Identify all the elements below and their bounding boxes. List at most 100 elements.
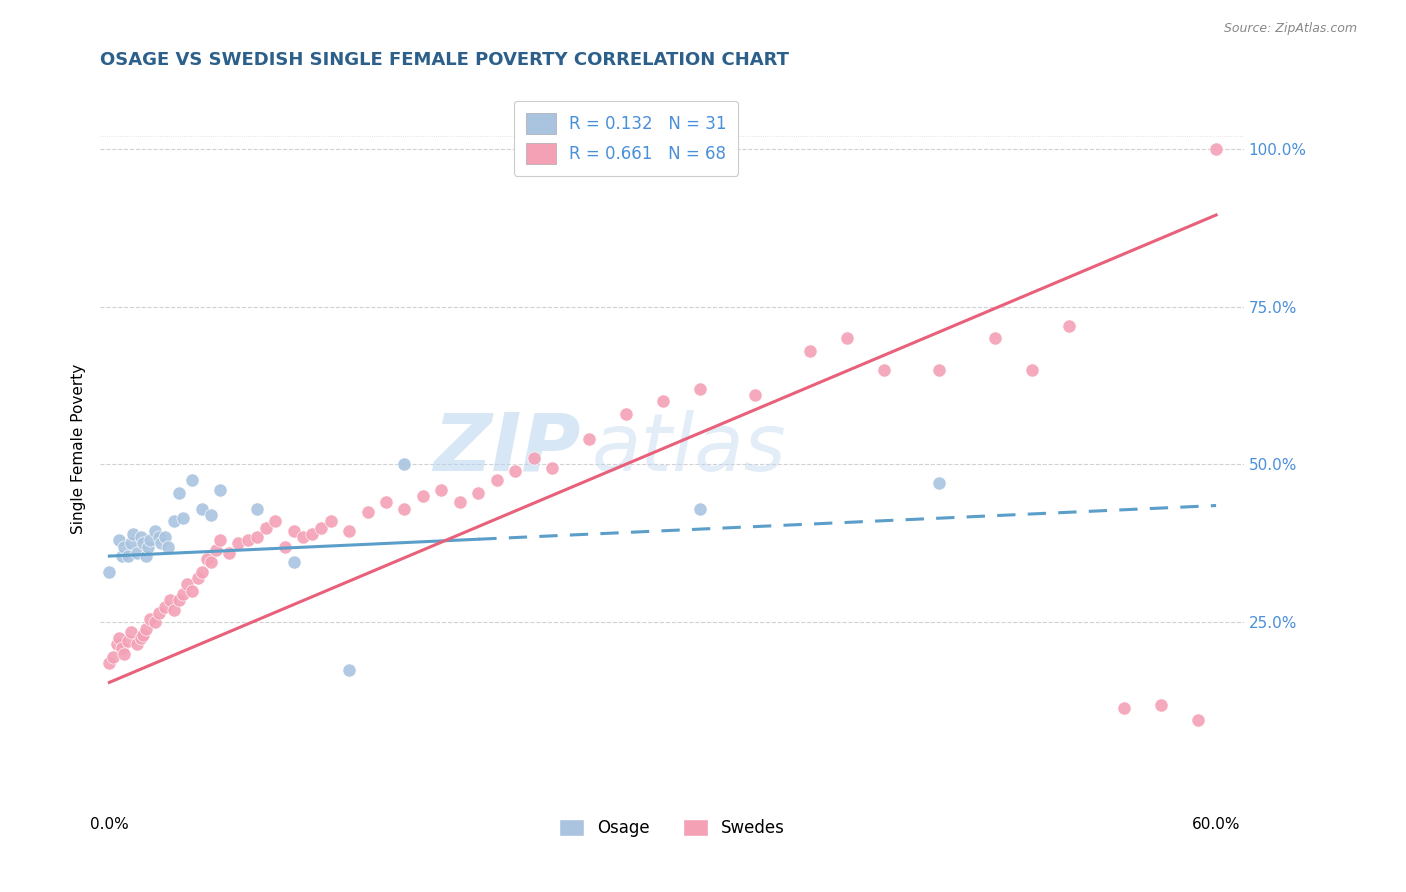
Point: [129, 631, 152, 645]
Point: [523, 451, 546, 466]
Point: [129, 530, 152, 544]
Point: [181, 583, 204, 598]
Point: [236, 533, 259, 548]
Point: [301, 527, 323, 541]
Point: [172, 511, 194, 525]
Point: [105, 638, 128, 652]
Text: ZIP: ZIP: [433, 409, 581, 488]
Point: [449, 495, 471, 509]
Point: [467, 486, 489, 500]
Point: [578, 432, 600, 446]
Point: [131, 536, 153, 550]
Point: [163, 603, 186, 617]
Text: atlas: atlas: [592, 409, 786, 488]
Point: [131, 628, 153, 642]
Text: Source: ZipAtlas.com: Source: ZipAtlas.com: [1223, 22, 1357, 36]
Point: [148, 530, 170, 544]
Point: [337, 524, 360, 538]
Point: [169, 486, 191, 500]
Point: [1112, 700, 1135, 714]
Point: [200, 555, 222, 569]
Point: [292, 530, 315, 544]
Point: [208, 483, 231, 497]
Point: [228, 536, 250, 550]
Point: [136, 540, 159, 554]
Text: OSAGE VS SWEDISH SINGLE FEMALE POVERTY CORRELATION CHART: OSAGE VS SWEDISH SINGLE FEMALE POVERTY C…: [100, 51, 789, 69]
Point: [181, 473, 204, 487]
Point: [125, 546, 148, 560]
Point: [311, 521, 333, 535]
Point: [122, 527, 145, 541]
Point: [984, 331, 1007, 345]
Point: [799, 343, 821, 358]
Point: [503, 464, 526, 478]
Point: [394, 458, 416, 472]
Point: [246, 530, 269, 544]
Point: [205, 542, 228, 557]
Point: [112, 540, 135, 554]
Point: [125, 638, 148, 652]
Point: [117, 549, 139, 563]
Point: [98, 565, 121, 579]
Point: [107, 631, 129, 645]
Point: [651, 394, 673, 409]
Point: [873, 363, 896, 377]
Point: [614, 407, 637, 421]
Point: [744, 388, 766, 402]
Point: [111, 549, 134, 563]
Point: [200, 508, 222, 522]
Point: [107, 533, 129, 548]
Point: [254, 521, 277, 535]
Point: [208, 533, 231, 548]
Point: [1057, 318, 1080, 333]
Point: [135, 622, 157, 636]
Point: [112, 647, 135, 661]
Point: [117, 634, 139, 648]
Point: [283, 524, 305, 538]
Point: [150, 536, 173, 550]
Point: [837, 331, 859, 345]
Point: [101, 650, 124, 665]
Point: [412, 489, 434, 503]
Point: [394, 501, 416, 516]
Point: [98, 657, 121, 671]
Point: [121, 624, 143, 639]
Point: [1205, 142, 1227, 156]
Point: [337, 663, 360, 677]
Point: [145, 524, 167, 538]
Point: [264, 514, 287, 528]
Point: [157, 540, 180, 554]
Point: [430, 483, 453, 497]
Point: [190, 501, 212, 516]
Y-axis label: Single Female Poverty: Single Female Poverty: [72, 364, 86, 533]
Point: [135, 549, 157, 563]
Point: [163, 514, 186, 528]
Point: [121, 536, 143, 550]
Point: [153, 599, 176, 614]
Point: [1021, 363, 1043, 377]
Point: [689, 501, 711, 516]
Point: [283, 555, 305, 569]
Point: [153, 530, 176, 544]
Point: [159, 593, 181, 607]
Point: [218, 546, 240, 560]
Point: [190, 565, 212, 579]
Point: [246, 501, 269, 516]
Point: [541, 460, 564, 475]
Point: [928, 476, 950, 491]
Point: [1150, 698, 1173, 712]
Legend: Osage, Swedes: Osage, Swedes: [553, 812, 792, 844]
Point: [169, 593, 191, 607]
Point: [319, 514, 342, 528]
Point: [172, 587, 194, 601]
Point: [111, 640, 134, 655]
Point: [273, 540, 295, 554]
Point: [145, 615, 167, 630]
Point: [375, 495, 398, 509]
Point: [928, 363, 950, 377]
Point: [148, 606, 170, 620]
Point: [1187, 714, 1209, 728]
Point: [356, 505, 378, 519]
Point: [176, 577, 198, 591]
Point: [139, 612, 162, 626]
